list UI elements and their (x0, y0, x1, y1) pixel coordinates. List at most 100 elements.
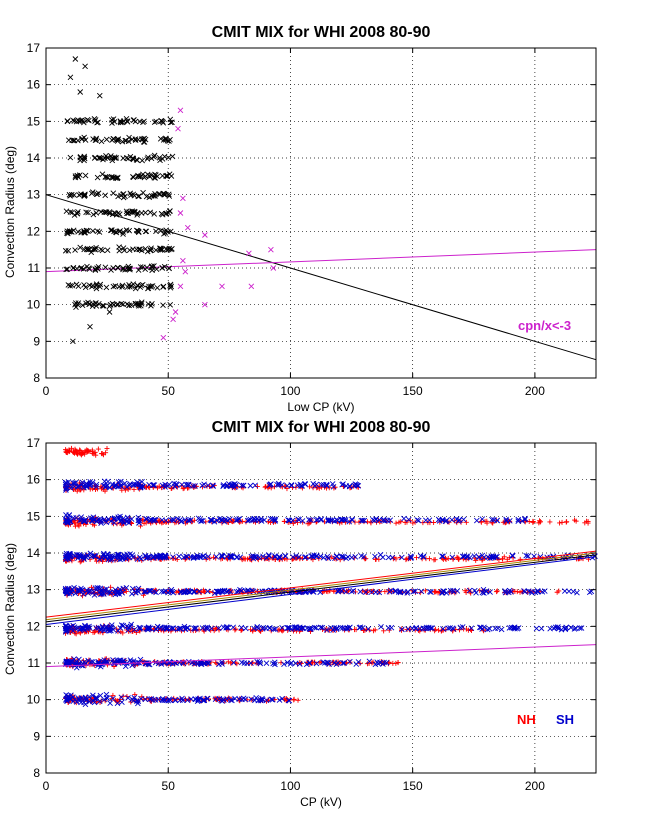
SH-point (319, 624, 326, 631)
y-tick-label: 10 (27, 298, 41, 312)
SH-point (204, 588, 211, 595)
low-cp-points-point (143, 228, 150, 235)
SH-point (405, 516, 412, 523)
SH-point (120, 515, 127, 522)
SH-point (63, 484, 70, 491)
SH-point (294, 482, 301, 488)
NH-point (232, 627, 238, 633)
SH-point (506, 517, 513, 524)
low-cp-points-point (166, 193, 173, 199)
SH-point (292, 624, 298, 631)
y-tick-label: 9 (33, 334, 40, 348)
low-cp-points-point (72, 56, 79, 62)
NH-point (307, 484, 313, 490)
SH-point (82, 517, 88, 524)
SH-point (197, 660, 204, 667)
NH-point (186, 485, 192, 491)
low-cp-points-point (168, 283, 175, 290)
SH-point (207, 517, 214, 523)
x-tick-label: 200 (525, 779, 545, 793)
low-cp-points-point (70, 227, 77, 234)
SH-point (255, 697, 262, 704)
low-cp-points-point (157, 247, 164, 253)
low-cp-points-point (126, 209, 133, 215)
SH-point (167, 697, 173, 703)
SH-point (152, 697, 159, 703)
SH-point (332, 555, 338, 562)
low-cp-points-point (153, 118, 159, 125)
low-cp-points-point (147, 247, 154, 253)
x-tick-label: 200 (525, 384, 545, 398)
SH-point (251, 554, 257, 560)
low-cp-points-point (130, 281, 137, 287)
SH-point (317, 553, 324, 560)
SH-point (302, 480, 308, 487)
SH-point (216, 516, 223, 522)
low-cp-points-point (108, 116, 115, 123)
SH-point (121, 658, 127, 664)
low-cp-points-point (82, 229, 89, 236)
SH-point (93, 625, 99, 631)
SH-point (177, 697, 183, 703)
low-cp-points-point (159, 265, 165, 271)
SH-point (449, 516, 455, 523)
SH-point (80, 591, 87, 597)
SH-point (107, 484, 113, 491)
SH-point (146, 587, 153, 594)
SH-point (399, 626, 405, 633)
low-cp-points-point (82, 284, 89, 291)
low-cp-points-point (156, 154, 163, 161)
SH-point (221, 697, 227, 703)
SH-point (120, 520, 127, 526)
NH-point (120, 630, 126, 636)
low-cp-points-point (169, 119, 175, 126)
SH-point (251, 625, 257, 632)
NH-point (563, 519, 569, 525)
low-cp-points-point (108, 153, 114, 159)
NH-point (75, 522, 81, 528)
SH-point (106, 624, 113, 631)
low-cp-points-point (67, 282, 73, 289)
SH-point (447, 587, 454, 594)
NH-point (279, 628, 285, 634)
magenta-points-point (248, 283, 255, 290)
low-cp-points-point (75, 283, 82, 290)
x-tick-label: 50 (162, 779, 176, 793)
SH-point (347, 658, 353, 665)
SH-point (276, 553, 283, 560)
SH-point (310, 481, 317, 487)
SH-point (80, 518, 87, 524)
SH-point (223, 483, 230, 490)
SH-point (276, 697, 283, 703)
SH-point (236, 516, 242, 522)
NH-point (413, 555, 419, 561)
SH-point (522, 515, 528, 522)
SH-point (64, 520, 70, 526)
low-cp-points-point (140, 171, 146, 178)
magenta-points-point (175, 125, 181, 132)
SH-point (377, 659, 383, 666)
SH-point (153, 589, 159, 596)
SH-point (68, 623, 74, 630)
SH-point (162, 659, 168, 666)
low-cp-points-point (142, 266, 149, 273)
SH-point (489, 516, 495, 523)
low-cp-points-point (82, 191, 88, 198)
SH-point (216, 661, 222, 668)
SH-point (80, 553, 87, 560)
low-cp-points-point (79, 302, 86, 309)
NH-point (95, 446, 101, 452)
low-cp-points-point (86, 266, 93, 272)
SH-point (272, 626, 279, 632)
y-tick-label: 12 (27, 619, 41, 633)
SH-point (589, 554, 596, 561)
SH-point (252, 482, 259, 489)
low-cp-points-point (103, 136, 110, 143)
SH-point (111, 553, 118, 560)
SH-point (270, 660, 276, 667)
SH-point (586, 589, 593, 596)
SH-point (103, 623, 109, 630)
SH-point (172, 697, 179, 703)
SH-point (88, 481, 94, 487)
